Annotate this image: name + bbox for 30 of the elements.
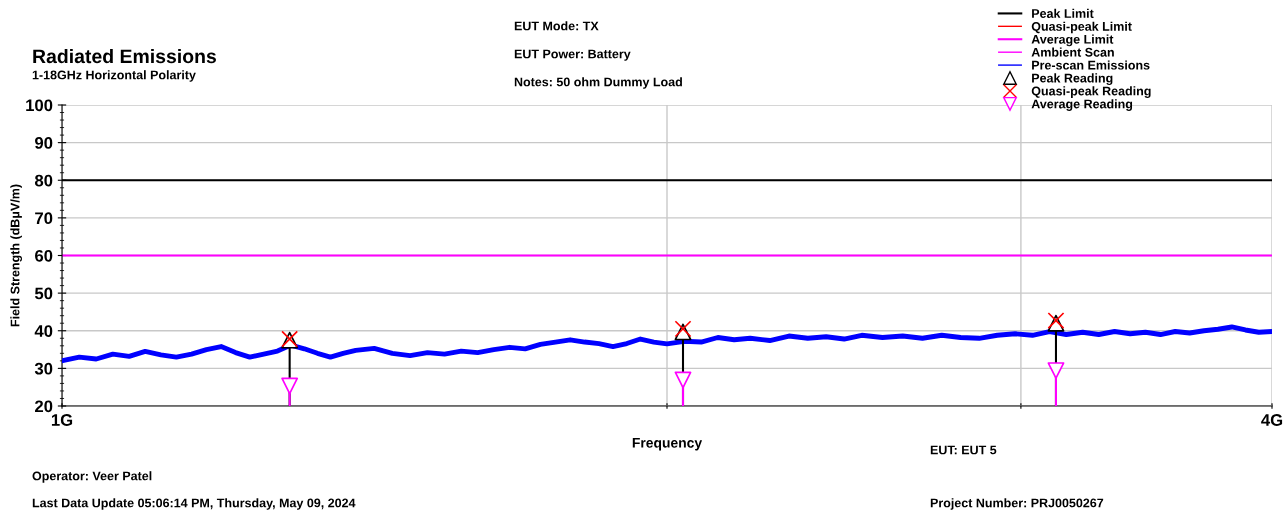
y-axis-title: Field Strength (dBμV/m) [10, 184, 22, 327]
y-tick-label: 30 [34, 362, 53, 375]
y-tick-label: 70 [35, 212, 53, 225]
text: Notes: 50 ohm Dummy Load [514, 77, 682, 89]
legend-label: Quasi-peak Reading [1031, 86, 1151, 98]
legend-label: Peak Reading [1032, 73, 1113, 86]
y-tick-label: 40 [34, 325, 53, 337]
text: EUT Mode: TX [514, 21, 599, 31]
y-tick-label: 50 [34, 287, 53, 300]
legend-label: Ambient Scan [1031, 47, 1114, 57]
chart-title: Radiated Emissions [33, 48, 216, 64]
y-tick-label: 20 [35, 400, 53, 413]
text: Last Data Update 05:06:14 PM, Thursday, May 09, 2024 [32, 498, 356, 510]
text: Operator: Veer Patel [32, 471, 152, 483]
chart-subtitle: 1-18GHz Horizontal Polarity [32, 70, 196, 82]
x-tick-label: 4G [1261, 414, 1283, 426]
legend-label: Average Reading [1031, 99, 1133, 111]
y-tick-label: 100 [26, 99, 53, 112]
y-tick-label: 80 [34, 174, 53, 187]
text: EUT: EUT 5 [930, 445, 997, 455]
y-tick-label: 60 [35, 249, 53, 262]
legend-label: Pre-scan Emissions [1032, 60, 1150, 70]
legend-label: Average Limit [1031, 34, 1114, 47]
legend-label: Peak Limit [1032, 8, 1094, 18]
y-tick-label: 90 [35, 137, 53, 149]
text: Project Number: PRJ0050267 [930, 498, 1104, 510]
x-tick-label: 1G [51, 414, 73, 426]
x-axis-title: Frequency [632, 438, 703, 451]
text: EUT Power: Battery [514, 49, 631, 61]
legend-label: Quasi-peak Limit [1031, 21, 1132, 34]
